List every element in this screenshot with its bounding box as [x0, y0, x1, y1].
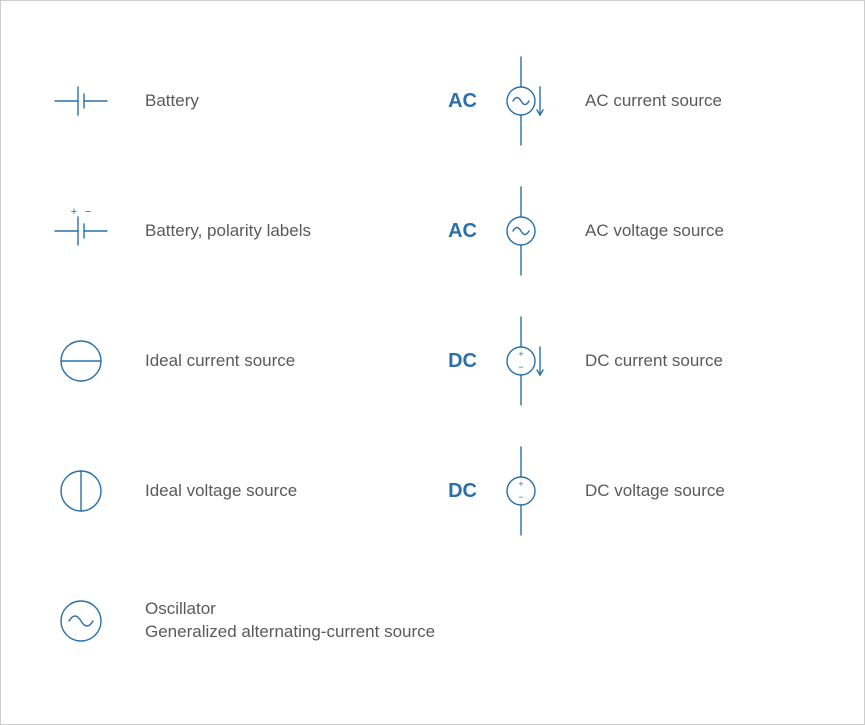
svg-text:+: +: [518, 479, 523, 489]
symbol-dc-voltage-source: DC+−DC voltage source: [471, 441, 725, 541]
svg-text:+: +: [518, 349, 523, 359]
dc-voltage-source-icon: DC+−: [471, 441, 561, 541]
ac-voltage-source-label: AC voltage source: [585, 220, 724, 243]
ac-current-source-prefix: AC: [448, 90, 477, 113]
symbol-ac-current-source: AC AC current source: [471, 51, 722, 151]
dc-current-source-prefix: DC: [448, 350, 477, 373]
symbol-dc-current-source: DC+−DC current source: [471, 311, 723, 411]
symbol-oscillator: OscillatorGeneralized alternating-curren…: [41, 571, 435, 671]
svg-text:−: −: [518, 362, 523, 372]
symbol-grid: Battery+−Battery, polarity labelsIdeal c…: [1, 1, 864, 724]
dc-current-source-icon: DC+−: [471, 311, 561, 411]
ac-current-source-icon: AC: [471, 51, 561, 151]
ac-current-source-label: AC current source: [585, 90, 722, 113]
svg-text:−: −: [518, 492, 523, 502]
ac-voltage-source-prefix: AC: [448, 220, 477, 243]
dc-current-source-label: DC current source: [585, 350, 723, 373]
oscillator-icon: [41, 571, 121, 671]
dc-voltage-source-label: DC voltage source: [585, 480, 725, 503]
symbol-ac-voltage-source: AC AC voltage source: [471, 181, 724, 281]
oscillator-label: OscillatorGeneralized alternating-curren…: [145, 598, 435, 644]
ac-voltage-source-icon: AC: [471, 181, 561, 281]
dc-voltage-source-prefix: DC: [448, 480, 477, 503]
